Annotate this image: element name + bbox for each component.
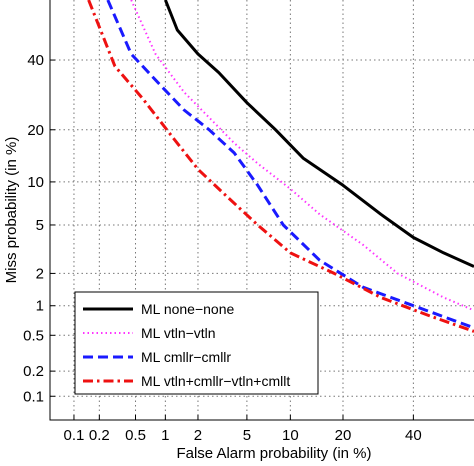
series-line-3 xyxy=(106,0,474,330)
x-tick-label: 0.5 xyxy=(125,427,146,444)
legend-label-1: ML none−none xyxy=(141,301,234,317)
y-tick-label: 0.1 xyxy=(23,388,44,405)
legend-label-3: ML cmllr−cmllr xyxy=(141,349,231,365)
x-tick-label: 0.2 xyxy=(89,427,110,444)
y-tick-label: 20 xyxy=(27,122,44,139)
y-tick-label: 2 xyxy=(36,265,44,282)
x-axis-label: False Alarm probability (in %) xyxy=(176,445,371,462)
legend-label-4: ML vtln+cmllr−vtln+cmllt xyxy=(141,373,290,389)
x-tick-label: 0.1 xyxy=(64,427,85,444)
x-tick-label: 40 xyxy=(405,427,422,444)
plot-frame xyxy=(49,0,474,421)
y-tick-label: 0.5 xyxy=(23,327,44,344)
y-tick-labels: 0.1 0.2 0.5 1 2 5 10 20 40 xyxy=(23,52,44,405)
y-tick-label: 40 xyxy=(27,52,44,69)
x-tick-labels: 0.1 0.2 0.5 1 2 5 10 20 40 xyxy=(64,427,422,444)
series-line-2 xyxy=(130,0,474,312)
series-line-1 xyxy=(164,0,474,268)
series-line-4 xyxy=(87,0,474,333)
legend-entries: ML none−none ML vtln−vtln ML cmllr−cmllr ML… xyxy=(83,301,290,389)
y-tick-label: 0.2 xyxy=(23,363,44,380)
x-tick-label: 1 xyxy=(161,427,169,444)
legend-label-2: ML vtln−vtln xyxy=(141,325,216,341)
y-tick-label: 5 xyxy=(36,217,44,234)
y-axis-label: Miss probability (in %) xyxy=(3,137,20,284)
x-tick-label: 10 xyxy=(282,427,299,444)
legend: ML none−none ML vtln−vtln ML cmllr−cmllr ML… xyxy=(74,291,319,395)
x-tick-label: 20 xyxy=(335,427,352,444)
y-tick-label: 1 xyxy=(36,298,44,315)
x-tick-label: 5 xyxy=(243,427,251,444)
x-tick-label: 2 xyxy=(194,427,202,444)
y-tick-label: 10 xyxy=(27,174,44,191)
series-lines xyxy=(87,0,474,333)
